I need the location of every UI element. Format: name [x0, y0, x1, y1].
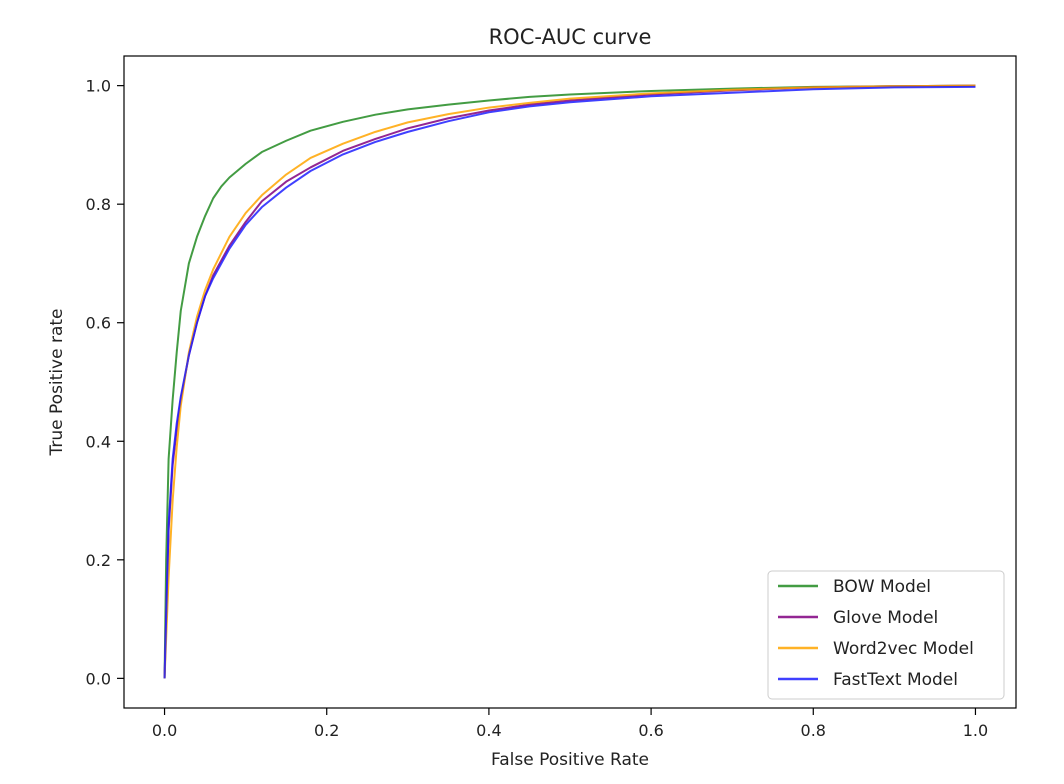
x-axis-label: False Positive Rate: [491, 750, 649, 770]
legend-label-fasttext-model: FastText Model: [833, 670, 958, 690]
y-axis-ticks: 0.0 0.2 0.4 0.6 0.8 1.0: [86, 77, 124, 688]
y-tick-label: 0.4: [86, 432, 111, 451]
series-line-word2vec-model: [163, 84, 976, 679]
x-tick-label: 0.0: [152, 721, 177, 740]
legend: BOW Model Glove Model Word2vec Model FastTe…: [767, 570, 1005, 700]
legend-box: [767, 570, 1005, 700]
y-tick-label: 0.2: [86, 551, 111, 570]
y-tick-label: 1.0: [86, 77, 111, 96]
plot-frame: [123, 55, 1017, 709]
legend-label-word2vec-model: Word2vec Model: [833, 639, 974, 659]
x-tick-label: 0.2: [314, 721, 339, 740]
legend-entries: BOW Model Glove Model Word2vec Model FastTe…: [778, 577, 974, 690]
chart-title: ROC-AUC curve: [489, 25, 652, 49]
x-tick-label: 0.4: [476, 721, 501, 740]
series-line-fasttext-model: [163, 85, 976, 679]
legend-label-glove-model: Glove Model: [833, 608, 938, 628]
y-tick-label: 0.0: [86, 669, 111, 688]
legend-label-bow-model: BOW Model: [833, 577, 931, 597]
y-tick-label: 0.8: [86, 195, 111, 214]
x-tick-label: 0.6: [638, 721, 663, 740]
x-tick-label: 0.8: [801, 721, 826, 740]
y-tick-label: 0.6: [86, 314, 111, 333]
x-tick-label: 1.0: [963, 721, 988, 740]
series-line-bow-model: [163, 84, 976, 679]
y-axis-label: True Positive rate: [47, 309, 67, 457]
curves-group: [163, 84, 976, 679]
x-axis-ticks: 0.0 0.2 0.4 0.6 0.8 1.0: [152, 708, 988, 740]
